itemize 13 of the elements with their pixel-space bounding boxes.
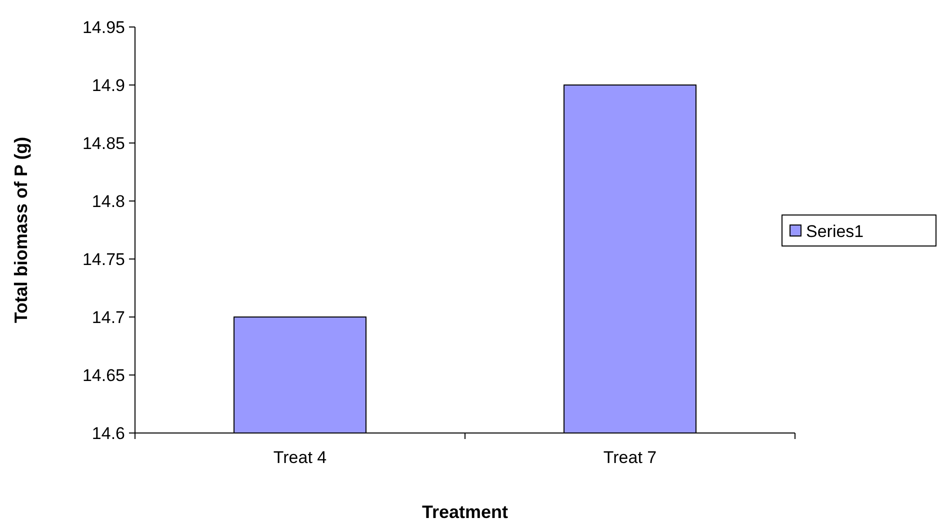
y-tick-label: 14.7 — [92, 308, 125, 327]
x-axis-title: Treatment — [422, 502, 508, 522]
y-tick-label: 14.6 — [92, 424, 125, 443]
x-tick-label: Treat 7 — [603, 448, 657, 467]
y-tick-label: 14.75 — [82, 250, 125, 269]
y-axis-title: Total biomass of P (g) — [11, 136, 31, 324]
y-tick-label: 14.95 — [82, 18, 125, 37]
y-tick-label: 14.65 — [82, 366, 125, 385]
y-tick-label: 14.9 — [92, 76, 125, 95]
y-tick-label: 14.85 — [82, 134, 125, 153]
legend-label: Series1 — [806, 222, 864, 241]
y-tick-label: 14.8 — [92, 192, 125, 211]
x-tick-label: Treat 4 — [273, 448, 327, 467]
